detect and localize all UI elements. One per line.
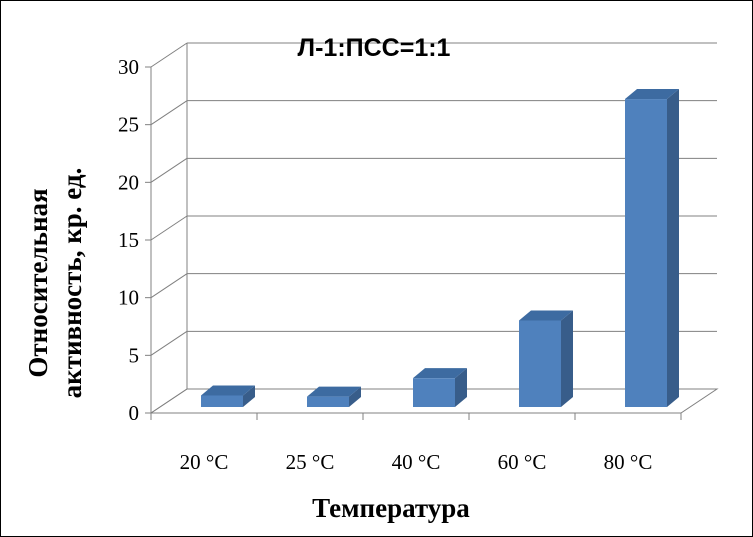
bar [625,89,679,407]
bar-side [561,310,573,407]
x-category-label: 20 °C [180,450,229,474]
bar-front [413,378,455,407]
bar [519,310,573,407]
bar-front [201,395,243,407]
x-category-label: 80 °C [604,450,653,474]
bar [307,386,361,407]
bars [201,89,679,407]
gridline-side [150,42,188,68]
bar-top [625,89,679,100]
y-tick-label: 20 [118,170,139,194]
y-tick-label: 5 [129,343,140,367]
bar-front [625,99,667,407]
bar-top [413,368,467,379]
gridline-side [150,100,188,126]
gridline-side [150,157,188,183]
y-tick-label: 15 [118,228,139,252]
bar-front [307,396,349,407]
bar-side [455,368,467,407]
bar-top [519,310,573,321]
y-tick-label: 25 [118,113,139,137]
y-tick-label: 0 [129,401,140,425]
bar-top [201,385,255,396]
bar-top [307,386,361,397]
gridline-side [150,388,188,414]
bar [413,368,467,407]
chart-title: Л-1:ПСС=1:1 [298,34,451,62]
x-category-label: 60 °C [498,450,547,474]
bar-side [667,89,679,407]
bar-side [243,385,255,407]
x-category-label: 25 °C [286,450,335,474]
y-tick-label: 10 [118,286,139,310]
bar-side [349,386,361,407]
gridline-side [150,330,188,356]
y-axis-title-line-1: Относительная [23,188,53,377]
gridline-side [150,215,188,241]
y-tick-label: 30 [118,55,139,79]
bar [201,385,255,407]
y-axis-ticks: 0 5 10 15 20 25 30 [118,55,151,425]
gridline-side [150,273,188,299]
x-category-label: 40 °C [392,450,441,474]
bar-front [519,320,561,407]
x-axis-title: Температура [312,493,470,523]
x-axis-labels: 20 °C 25 °C 40 °C 60 °C 80 °C [150,413,682,474]
y-axis-title-line-2: активность, кр. ед. [57,168,87,399]
